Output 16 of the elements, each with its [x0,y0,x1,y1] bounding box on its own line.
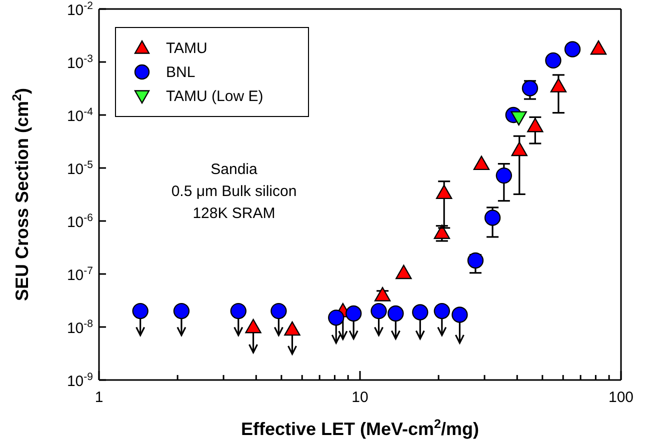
y-tick-label: 10$^{-4}$ [66,106,94,125]
y-tick-label: 10$^{-6}$ [66,212,94,231]
x-tick-label: 1 [94,389,104,406]
y-tick-label: 10$^{-9}$ [66,371,94,390]
legend-label: TAMU [166,40,208,56]
x-tick-label: 100 [608,389,634,406]
legend-label: BNL [166,64,196,80]
x-tick-label: 10 [352,389,368,406]
y-tick-label: 10$^{-7}$ [66,265,94,284]
legend-label: TAMU (Low E) [166,88,264,104]
y-tick-label: 10$^{-3}$ [66,53,94,72]
annotation: Sandia 0.5 μm Bulk silicon 128K SRAM [170,160,298,224]
y-tick-label: 10$^{-2}$ [66,0,94,19]
y-tick-label: 10$^{-8}$ [66,318,94,337]
x-axis-title: Effective LET (MeV-cm$^{2}$/mg) [240,417,480,439]
y-tick-label: 10$^{-5}$ [66,159,94,178]
